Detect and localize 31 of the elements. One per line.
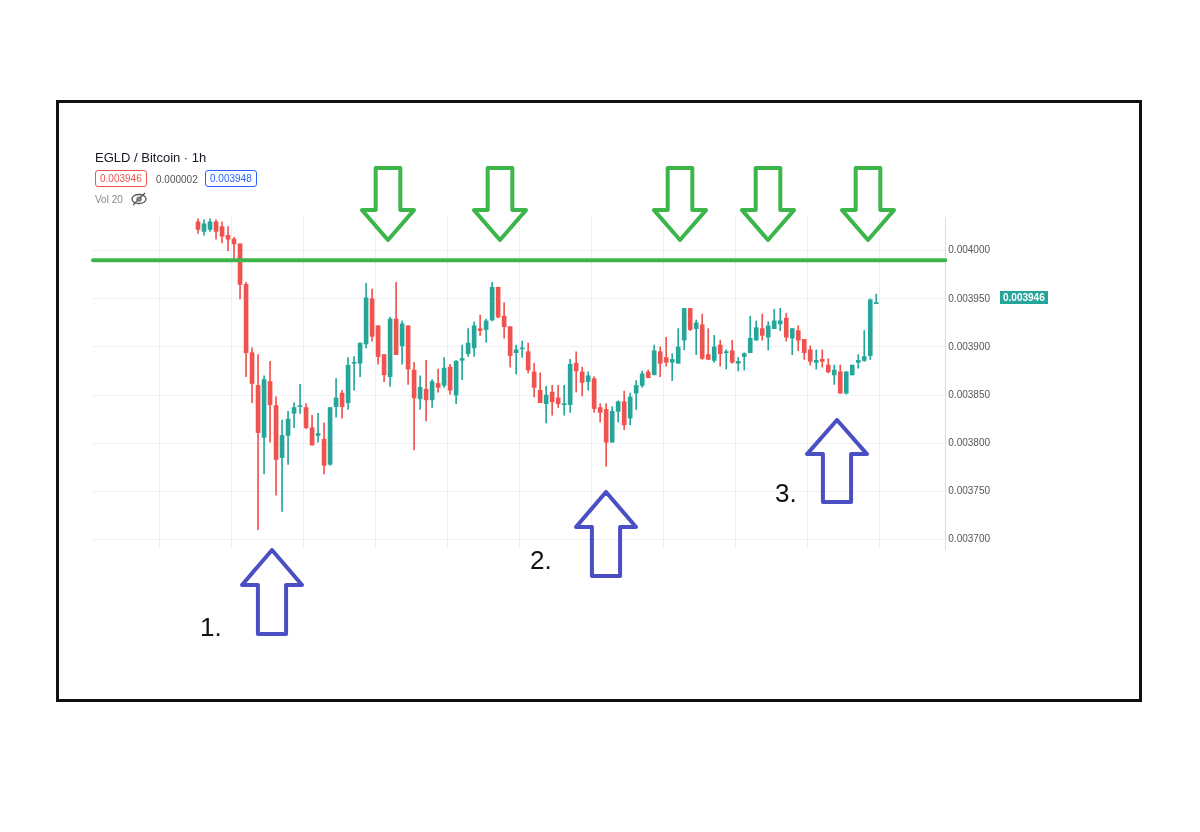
candlestick <box>813 349 819 370</box>
text: 1. <box>200 612 222 643</box>
text: 0.003946 <box>95 170 147 187</box>
y-tick-label: 0.003750 <box>948 485 991 497</box>
text: 0.003948 <box>205 170 257 187</box>
text: 0.000002 <box>155 173 199 187</box>
y-tick-label: 0.003800 <box>948 436 991 448</box>
candlestick <box>435 368 441 393</box>
candlestick <box>735 357 741 372</box>
y-tick-label: 0.003850 <box>948 388 991 400</box>
candlestick <box>561 385 567 416</box>
chart-title: EGLD / Bitcoin · 1h <box>95 150 207 165</box>
candlestick <box>477 314 483 336</box>
candlestick <box>459 344 465 380</box>
candlestick <box>351 356 357 391</box>
y-tick-label: 0.003700 <box>948 533 991 545</box>
candlestick <box>741 352 747 371</box>
candlestick <box>513 344 519 375</box>
candlestick <box>315 412 321 443</box>
annotation: 2. <box>530 545 552 576</box>
text: 0.003946 <box>1000 291 1048 304</box>
y-tick-label: 0.003900 <box>948 340 991 352</box>
y-tick-label: 0.003950 <box>948 292 991 304</box>
candlestick <box>819 349 825 368</box>
annotation: 3. <box>775 478 797 509</box>
candlestick <box>723 349 729 370</box>
candlestick <box>831 364 837 385</box>
y-tick-label: 0.004000 <box>948 244 991 256</box>
candlestick <box>693 319 699 355</box>
candlestick <box>297 384 303 414</box>
text: Vol 20 <box>95 193 124 207</box>
